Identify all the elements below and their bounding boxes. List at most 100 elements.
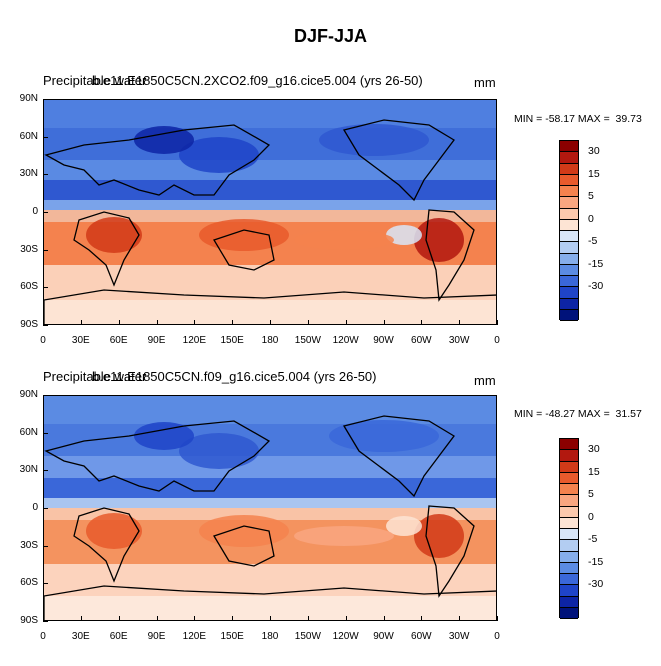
coastline [44, 289, 496, 324]
lon-tick-label: 180 [261, 335, 279, 346]
lat-tick-label: 90N [19, 93, 38, 104]
colorbar-box [560, 461, 578, 473]
colorbar-label: -30 [588, 280, 604, 293]
lon-tick [459, 320, 461, 325]
colorbar-box [560, 472, 578, 484]
map-panel-1: Precipitable water b.e11.E1850C5CN.2XCO2… [0, 70, 661, 370]
colorbar-box [560, 540, 578, 552]
colorbar [559, 140, 579, 321]
lon-tick [345, 616, 347, 621]
lon-tick [232, 616, 234, 621]
colorbar-box [560, 484, 578, 496]
colorbar-label: -5 [588, 533, 598, 546]
lon-tick-label: 150W [294, 631, 321, 642]
lat-tick [43, 508, 48, 509]
colorbar-box [560, 197, 578, 209]
lat-tick-label: 60S [20, 577, 38, 589]
colorbar-box [560, 264, 578, 276]
contour-band [44, 478, 496, 498]
colorbar [559, 438, 579, 619]
lon-tick [497, 616, 498, 621]
lon-tick-label: 0 [40, 631, 46, 642]
contour-band [44, 160, 496, 180]
colorbar-label: -15 [588, 555, 604, 568]
contour-blob [294, 526, 394, 546]
colorbar-box [560, 562, 578, 574]
coastline [44, 585, 496, 620]
lat-tick [43, 432, 48, 434]
colorbar-label: 5 [588, 190, 594, 203]
lon-tick [156, 616, 158, 621]
lon-tick [421, 320, 423, 325]
lat-tick-label: 30N [19, 464, 38, 476]
colorbar-box [560, 574, 578, 586]
lon-tick-label: 30E [71, 335, 90, 346]
lat-tick [43, 621, 48, 622]
contour-blob [134, 422, 194, 450]
contour-map [43, 99, 497, 325]
colorbar-box [560, 585, 578, 597]
contour-band [44, 128, 496, 160]
colorbar-box [560, 141, 578, 153]
colorbar-label: 0 [588, 212, 594, 225]
contour-blob [319, 124, 429, 156]
map-field [44, 100, 496, 324]
contour-blob [294, 230, 394, 250]
colorbar-box [560, 607, 578, 619]
lat-tick-label: 60S [20, 281, 38, 293]
lon-tick [232, 320, 234, 325]
contour-band [44, 200, 496, 210]
coastline [73, 507, 140, 583]
contour-blob [86, 217, 142, 253]
lon-tick-label: 150E [220, 631, 244, 642]
colorbar-box [560, 219, 578, 231]
lon-tick [194, 320, 196, 325]
map-field [44, 396, 496, 620]
contour-band [44, 180, 496, 200]
lat-tick-label: 0 [32, 502, 38, 513]
lon-tick-label: 90W [373, 631, 394, 642]
lon-tick [497, 320, 498, 325]
variable-name: Precipitable water [43, 369, 147, 384]
lon-tick-label: 60W [411, 335, 432, 346]
colorbar-box [560, 506, 578, 518]
lon-tick-label: 180 [261, 631, 279, 642]
contour-blob [199, 515, 289, 547]
case-name: b.e11.E1850C5CN.f09_g16.cice5.004 (yrs 2… [92, 369, 377, 384]
lon-tick [43, 616, 44, 621]
lat-tick-label: 30S [20, 243, 38, 255]
lon-tick-label: 150E [220, 335, 244, 346]
lat-tick [43, 212, 48, 213]
lon-tick-label: 0 [494, 335, 500, 346]
min-max-stats: MIN = -58.17 MAX = 39.73 [514, 113, 642, 125]
lon-tick-label: 60W [411, 631, 432, 642]
colorbar-box [560, 298, 578, 310]
lon-tick-label: 30E [71, 631, 90, 642]
lat-tick [43, 249, 48, 251]
min-max-stats: MIN = -48.27 MAX = 31.57 [514, 408, 642, 420]
colorbar-box [560, 186, 578, 198]
lon-tick [118, 616, 120, 621]
lon-tick-label: 60E [109, 335, 128, 346]
lon-tick-label: 90E [147, 335, 166, 346]
contour-band [44, 498, 496, 508]
lat-tick-label: 30S [20, 539, 38, 551]
colorbar-box [560, 596, 578, 608]
lat-tick [43, 395, 48, 396]
lon-tick-label: 30W [448, 631, 470, 642]
lat-tick-label: 60N [19, 426, 38, 438]
colorbar-box [560, 253, 578, 265]
colorbar-box [560, 551, 578, 563]
lon-tick [80, 616, 82, 621]
contour-blob [199, 219, 289, 251]
variable-name: Precipitable water [43, 73, 147, 88]
colorbar-box [560, 529, 578, 541]
coastline [425, 209, 475, 302]
lon-tick [383, 320, 385, 325]
lon-tick [307, 320, 309, 325]
colorbar-label: 5 [588, 488, 594, 501]
colorbar-box [560, 517, 578, 529]
colorbar-label: 30 [588, 145, 600, 158]
lon-tick-label: 0 [494, 631, 500, 642]
contour-blob [386, 225, 422, 245]
